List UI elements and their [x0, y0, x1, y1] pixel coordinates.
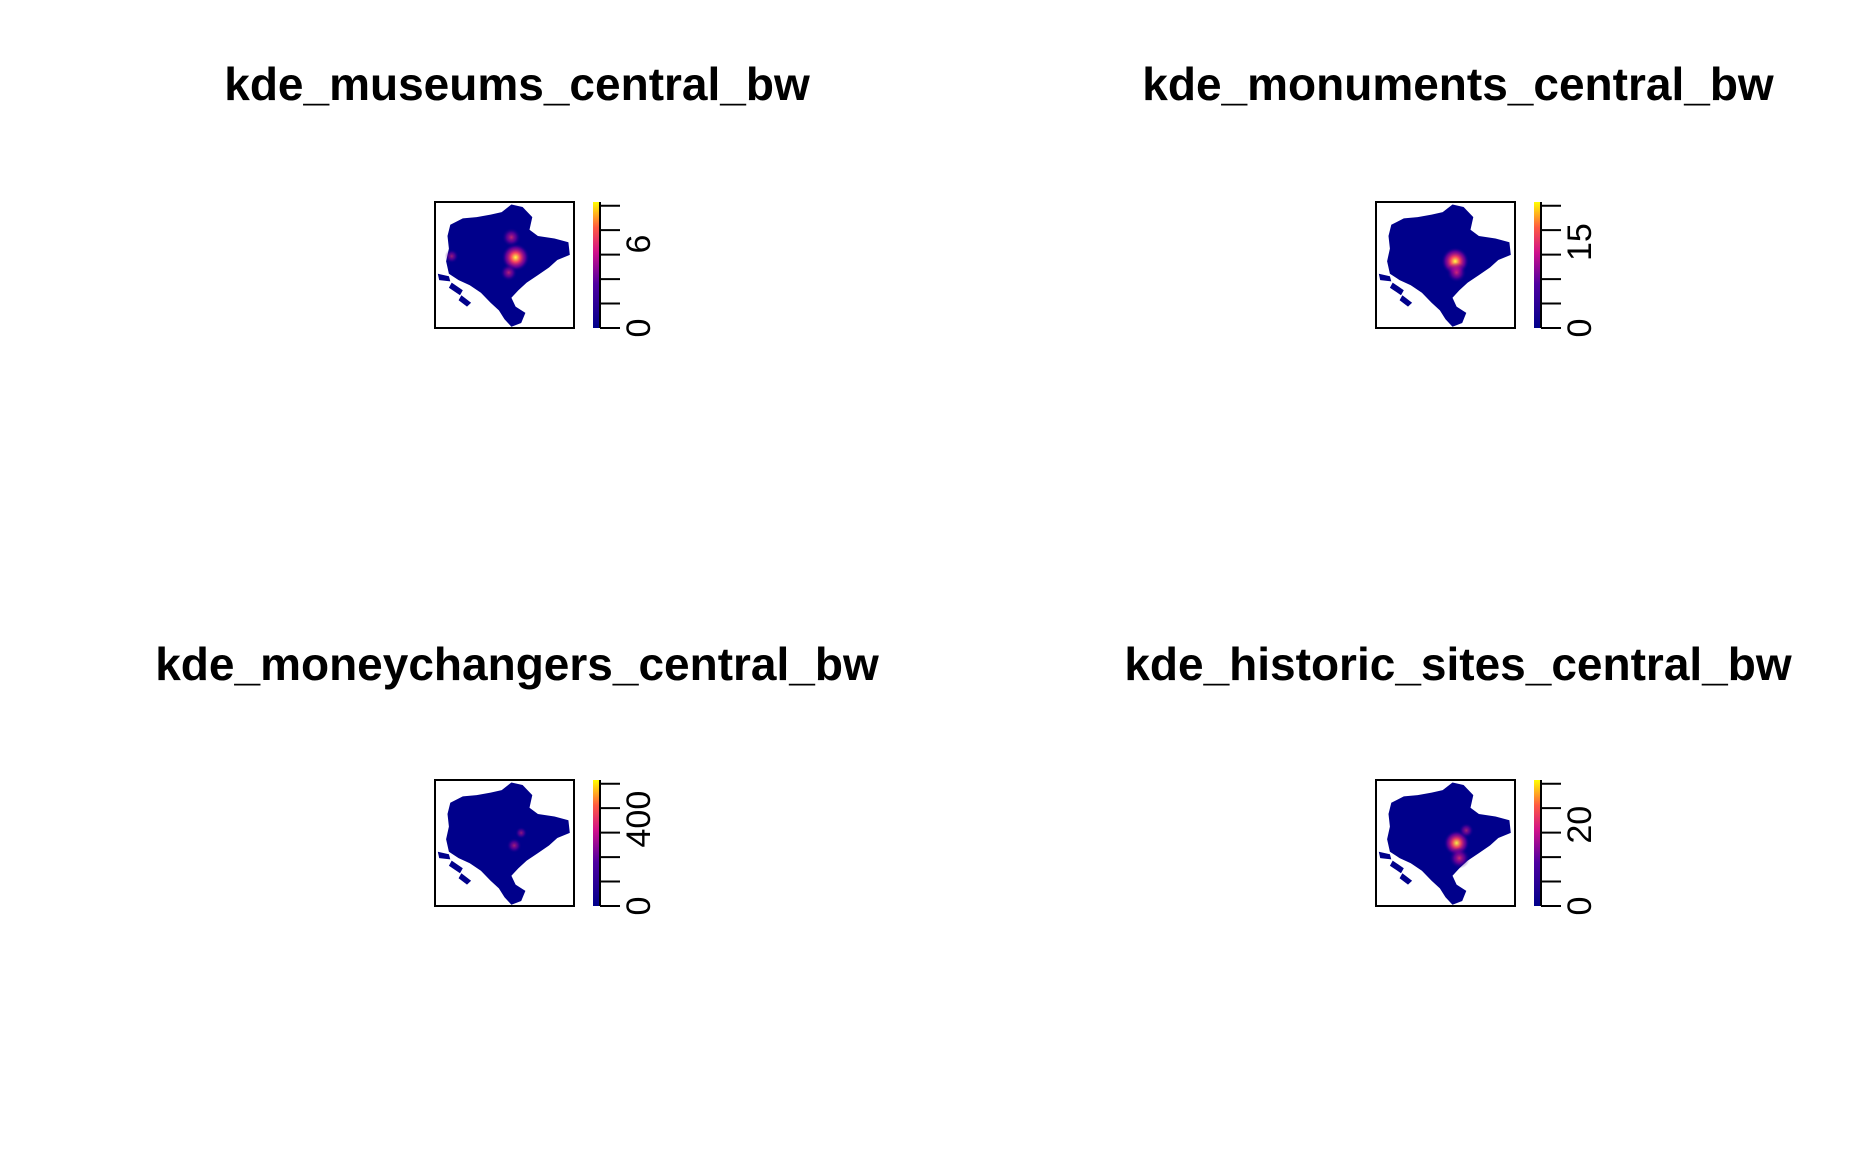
map-frame	[434, 201, 575, 329]
colorbar	[1534, 202, 1541, 328]
density-region-pier	[437, 273, 451, 282]
colorbar-tick-label: 20	[1561, 806, 1599, 844]
density-hotspot	[515, 826, 528, 839]
colorbar-tick-label: 6	[620, 235, 658, 254]
map-frame	[1375, 201, 1516, 329]
density-region-pier	[1389, 860, 1404, 874]
panel-monuments: kde_monuments_central_bw 0 15	[1142, 58, 1774, 337]
density-region-pier	[458, 295, 472, 307]
panel-historic-sites: kde_historic_sites_central_bw 0 20	[1124, 638, 1792, 915]
map-frame	[1375, 779, 1516, 907]
density-region-pier	[1389, 282, 1404, 296]
density-region-pier	[1399, 873, 1413, 885]
density-region-pier	[511, 310, 522, 317]
colorbar-tick-label: 0	[620, 897, 658, 916]
density-hotspot	[1446, 262, 1467, 283]
density-region-pier	[1378, 273, 1392, 282]
density-hotspot	[1448, 847, 1470, 869]
density-hotspot	[501, 227, 521, 247]
colorbar-tick-label: 0	[1561, 897, 1599, 916]
density-region-pier	[448, 282, 463, 296]
colorbar-tick-label: 0	[620, 319, 658, 338]
panel-title: kde_museums_central_bw	[224, 58, 810, 110]
density-hotspot	[506, 838, 522, 853]
map-frame	[434, 779, 575, 907]
density-hotspot	[444, 249, 459, 264]
density-region-pier	[458, 873, 472, 885]
density-region-pier	[1378, 851, 1392, 860]
colorbar-tick-label: 400	[620, 791, 658, 848]
panel-title: kde_historic_sites_central_bw	[1124, 638, 1792, 690]
density-region-pier	[1452, 888, 1463, 895]
density-hotspot	[1458, 822, 1474, 838]
density-region-pier	[437, 851, 451, 860]
density-region-pier	[1399, 295, 1413, 307]
density-hotspot	[500, 264, 518, 282]
density-region-pier	[448, 860, 463, 874]
panel-title: kde_monuments_central_bw	[1142, 58, 1774, 110]
panel-museums: kde_museums_central_bw 0 6	[224, 58, 810, 337]
colorbar-tick-label: 15	[1561, 223, 1599, 261]
colorbar	[593, 202, 600, 328]
panel-title: kde_moneychangers_central_bw	[155, 638, 879, 690]
colorbar	[593, 780, 600, 906]
colorbar-tick-label: 0	[1561, 319, 1599, 338]
panel-moneychangers: kde_moneychangers_central_bw 0 400	[155, 638, 879, 915]
density-region-pier	[1452, 310, 1463, 317]
colorbar	[1534, 780, 1541, 906]
density-region-pier	[511, 888, 522, 895]
